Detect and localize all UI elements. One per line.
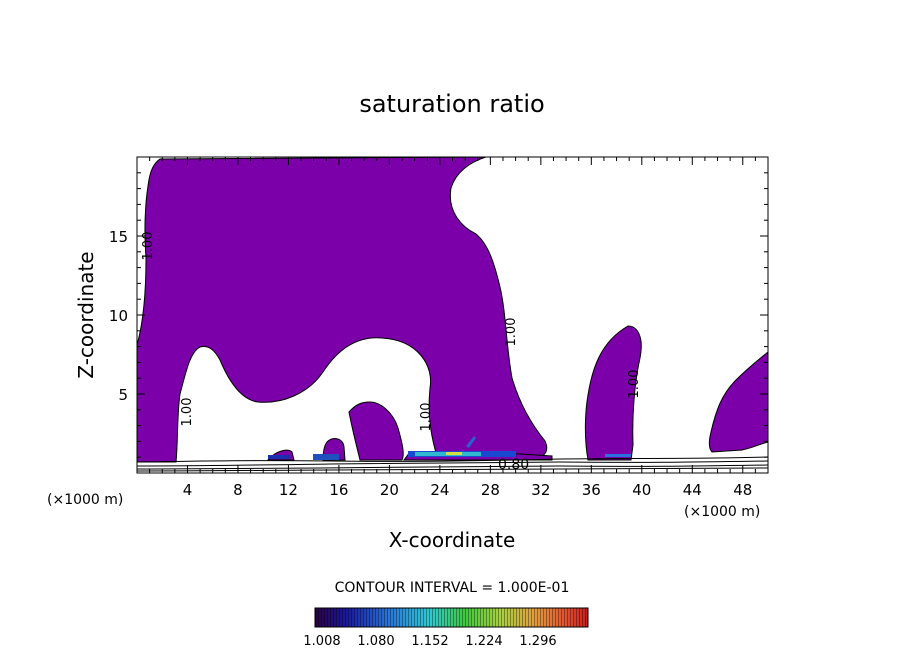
contour-label: 1.00 (504, 318, 519, 347)
colorbar-dividers (315, 608, 588, 627)
x-tick-label: 24 (430, 481, 449, 499)
contour-line-1 (137, 456, 768, 463)
contour-label: 1.00 (180, 398, 195, 427)
contour-label: 1.00 (141, 232, 156, 261)
x-tick-label: 4 (183, 481, 193, 499)
x-unit-left: (×1000 m) (47, 492, 123, 508)
contour-value-labels: 1.00 1.00 1.00 1.00 1.00 0.80 (141, 232, 642, 473)
x-tick-label: 40 (632, 481, 651, 499)
y-axis-title: Z-coordinate (74, 251, 98, 378)
colorbar-tick-label: 1.296 (519, 634, 556, 649)
x-tick-label: 8 (233, 481, 243, 499)
contour-interval-text: CONTOUR INTERVAL = 1.000E-01 (335, 580, 570, 596)
contour-label: 0.80 (498, 457, 529, 473)
band-15km (313, 454, 339, 460)
x-tick-label: 16 (329, 481, 348, 499)
y-tick-label: 10 (109, 307, 128, 325)
colorbar-tick-label: 1.080 (357, 634, 394, 649)
contour-fill-regions (137, 157, 768, 463)
x-axis-title: X-coordinate (389, 528, 516, 552)
x-tick-label: 20 (380, 481, 399, 499)
colorbar (314, 607, 589, 628)
band-24km-streak (466, 436, 476, 448)
contour-line-3 (137, 464, 768, 470)
y-tick-labels: 5 10 15 (109, 228, 128, 404)
x-tick-labels: 4 8 12 16 20 24 28 32 36 40 44 48 (183, 481, 753, 499)
band-12km (268, 455, 290, 459)
supersaturation-bands (268, 436, 631, 460)
band-37km (605, 454, 631, 457)
x-unit-right: (×1000 m) (684, 504, 760, 520)
fill-region-48km (708, 351, 768, 453)
fill-region-38km (584, 325, 642, 461)
fill-region-17km (348, 401, 404, 461)
chart-title: saturation ratio (359, 90, 544, 118)
colorbar-tick-label: 1.152 (411, 634, 448, 649)
x-tick-label: 28 (481, 481, 500, 499)
y-tick-label: 15 (109, 228, 128, 246)
tick-layer (137, 157, 768, 473)
colorbar-tick-label: 1.224 (465, 634, 502, 649)
y-tick-label: 5 (118, 386, 128, 404)
fill-region-main (137, 157, 548, 463)
contour-line-2 (137, 460, 768, 467)
x-tick-label: 32 (531, 481, 550, 499)
colorbar-tick-labels: 1.008 1.080 1.152 1.224 1.296 (303, 634, 556, 649)
x-tick-label: 12 (279, 481, 298, 499)
band-22km-core (446, 452, 462, 455)
x-tick-label: 44 (683, 481, 702, 499)
x-tick-label: 36 (582, 481, 601, 499)
x-tick-label: 48 (733, 481, 752, 499)
colorbar-tick-label: 1.008 (303, 634, 340, 649)
contour-label: 1.00 (419, 403, 434, 432)
contour-label: 1.00 (627, 370, 642, 399)
